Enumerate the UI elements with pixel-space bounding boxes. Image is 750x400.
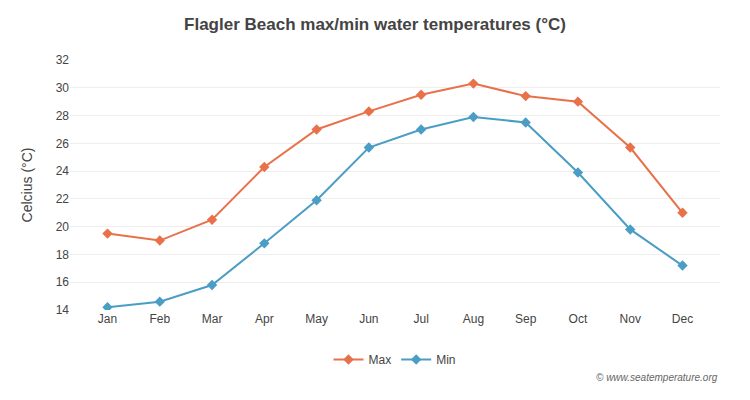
svg-text:Flagler Beach max/min water te: Flagler Beach max/min water temperatures… [184, 15, 566, 34]
svg-text:Celcius (°C): Celcius (°C) [19, 148, 35, 223]
svg-text:20: 20 [56, 220, 70, 234]
svg-text:24: 24 [56, 164, 70, 178]
svg-text:32: 32 [56, 53, 70, 67]
svg-text:Max: Max [369, 353, 392, 367]
svg-text:© www.seatemperature.org: © www.seatemperature.org [596, 372, 718, 383]
svg-text:Mar: Mar [202, 312, 223, 326]
svg-text:30: 30 [56, 81, 70, 95]
svg-text:14: 14 [56, 303, 70, 317]
svg-text:Min: Min [436, 353, 455, 367]
svg-text:Sep: Sep [515, 312, 537, 326]
svg-text:Jan: Jan [98, 312, 117, 326]
svg-text:16: 16 [56, 275, 70, 289]
svg-text:May: May [305, 312, 328, 326]
svg-text:Feb: Feb [149, 312, 170, 326]
svg-text:Dec: Dec [672, 312, 693, 326]
svg-text:18: 18 [56, 248, 70, 262]
svg-text:Aug: Aug [463, 312, 484, 326]
svg-text:Jul: Jul [413, 312, 428, 326]
svg-text:Oct: Oct [569, 312, 588, 326]
svg-text:Jun: Jun [359, 312, 378, 326]
svg-text:Apr: Apr [255, 312, 274, 326]
svg-text:Nov: Nov [620, 312, 641, 326]
svg-text:26: 26 [56, 137, 70, 151]
svg-text:28: 28 [56, 109, 70, 123]
svg-text:22: 22 [56, 192, 70, 206]
